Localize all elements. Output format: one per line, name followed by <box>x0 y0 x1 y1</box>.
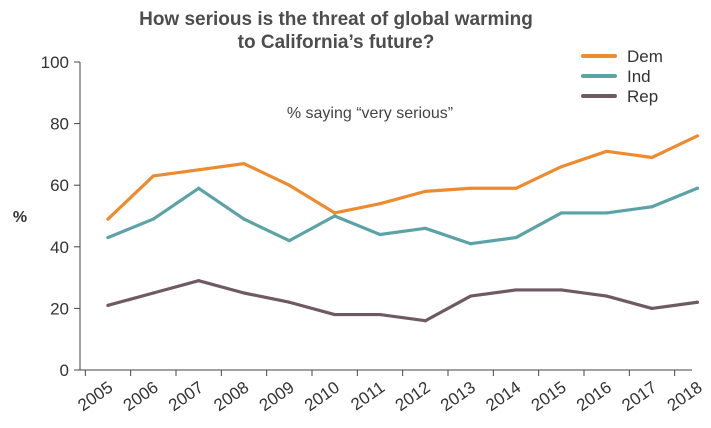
data-point-dem <box>197 168 201 172</box>
data-point-ind <box>242 217 246 221</box>
data-point-dem <box>514 186 518 190</box>
y-axis-label: % <box>13 209 27 226</box>
data-point-dem <box>423 189 427 193</box>
data-point-dem <box>106 217 110 221</box>
data-point-rep <box>151 291 155 295</box>
data-point-ind <box>650 205 654 209</box>
series-line-dem <box>106 134 699 221</box>
y-tick-label: 20 <box>50 299 69 318</box>
data-point-rep <box>333 312 337 317</box>
data-point-dem <box>650 155 654 160</box>
data-point-ind <box>423 226 427 230</box>
series-line-ind <box>106 186 699 246</box>
y-tick-label: 60 <box>50 176 69 195</box>
x-tick-label: 2015 <box>528 378 570 415</box>
data-point-rep <box>650 306 654 310</box>
x-tick-label: 2009 <box>256 378 298 415</box>
data-point-rep <box>559 288 563 292</box>
data-point-dem <box>695 134 699 138</box>
x-tick-label: 2008 <box>210 378 252 415</box>
x-tick-label: 2016 <box>573 378 615 415</box>
data-point-rep <box>605 294 609 298</box>
x-tick-label: 2011 <box>347 378 388 415</box>
data-point-dem <box>559 165 563 169</box>
data-point-dem <box>605 149 609 153</box>
data-point-ind <box>333 214 337 218</box>
data-point-ind <box>514 235 518 240</box>
data-point-dem <box>287 183 291 187</box>
data-point-ind <box>106 235 110 240</box>
y-tick-label: 0 <box>60 361 69 380</box>
data-point-rep <box>287 300 291 304</box>
legend-label-rep: Rep <box>627 87 658 106</box>
data-point-rep <box>423 319 427 323</box>
data-point-dem <box>151 174 155 178</box>
y-tick-label: 40 <box>50 238 69 257</box>
data-point-ind <box>287 239 291 243</box>
x-tick-label: 2018 <box>664 378 706 415</box>
series-lines <box>106 134 699 323</box>
x-tick-label: 2007 <box>165 378 207 415</box>
legend-label-ind: Ind <box>627 67 651 86</box>
chart-title-line-1: How serious is the threat of global warm… <box>139 9 533 30</box>
data-point-dem <box>469 186 473 190</box>
axes <box>79 62 692 371</box>
y-ticks: 0 20 40 60 80 100 <box>41 53 80 380</box>
data-point-rep <box>378 312 382 317</box>
data-point-rep <box>242 291 246 295</box>
data-point-ind <box>559 211 563 215</box>
data-point-ind <box>378 232 382 237</box>
data-point-ind <box>605 211 609 215</box>
y-tick-label: 100 <box>41 53 69 72</box>
x-tick-label: 2005 <box>74 378 116 415</box>
x-tick-label: 2012 <box>392 378 434 415</box>
data-point-rep <box>695 300 699 304</box>
data-point-ind <box>197 186 201 190</box>
x-tick-label: 2010 <box>301 378 343 415</box>
x-tick-label: 2014 <box>482 378 524 415</box>
y-tick-label: 80 <box>50 115 69 134</box>
chart-annotation: % saying “very serious” <box>287 105 453 122</box>
data-point-dem <box>333 211 337 215</box>
data-point-dem <box>378 202 382 206</box>
x-tick-label: 2006 <box>120 378 162 415</box>
x-tick-label: 2017 <box>618 378 660 415</box>
series-line-rep <box>106 279 699 323</box>
x-tick-label: 2013 <box>437 378 479 415</box>
data-point-rep <box>469 294 473 298</box>
data-point-rep <box>106 303 110 307</box>
data-point-ind <box>469 242 473 246</box>
legend-label-dem: Dem <box>627 47 663 66</box>
data-point-ind <box>695 186 699 190</box>
data-point-rep <box>514 288 518 292</box>
chart-title-line-2: to California’s future? <box>238 32 435 53</box>
x-ticks: 2005 2006 2007 2008 2009 2010 2011 2012 2013 2014… <box>74 370 706 415</box>
data-point-rep <box>197 279 201 283</box>
data-point-ind <box>151 217 155 221</box>
data-point-dem <box>242 162 246 166</box>
